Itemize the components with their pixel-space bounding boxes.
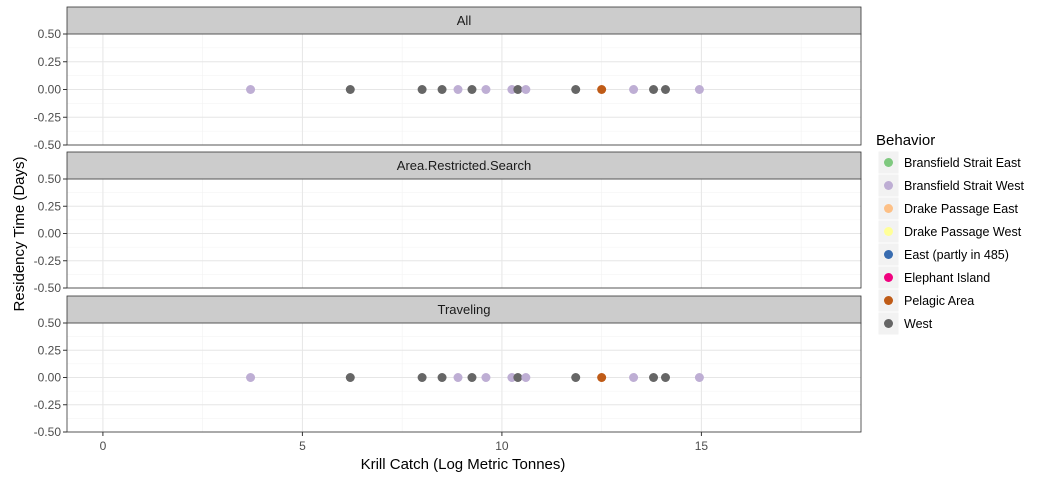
data-point (521, 373, 531, 382)
legend-label: Drake Passage West (904, 225, 1022, 239)
y-tick-label: -0.50 (34, 138, 62, 152)
legend-label: East (partly in 485) (904, 248, 1009, 262)
y-tick-label: 0.25 (38, 199, 62, 213)
legend-label: West (904, 317, 933, 331)
data-point (246, 85, 256, 94)
facet-strip-label: Area.Restricted.Search (397, 158, 531, 173)
y-tick-label: -0.25 (34, 110, 62, 124)
data-point (597, 373, 607, 382)
facet-strip (66, 295, 862, 324)
legend-entry: West (877, 311, 933, 336)
facet-strip-label: All (457, 13, 472, 28)
facet-panel: All 0.50 0.25 0.00 -0.25 -0.50 (34, 6, 862, 152)
legend-key-marker (884, 250, 893, 259)
panel-border (66, 178, 862, 289)
facet-panel: Area.Restricted.Search 0.50 0.25 0.00 -0.25 -… (34, 151, 862, 295)
data-point (417, 373, 427, 382)
x-axis-title: Krill Catch (Log Metric Tonnes) (361, 456, 566, 473)
data-point (246, 373, 256, 382)
data-point (345, 373, 355, 382)
data-point (467, 373, 477, 382)
data-point (437, 85, 447, 94)
data-point (597, 85, 607, 94)
legend-key-marker (884, 227, 893, 236)
y-tick-label: 0.25 (38, 55, 62, 69)
legend-entry: Drake Passage West (877, 219, 1022, 244)
legend-label: Pelagic Area (904, 294, 974, 308)
panel-border (66, 322, 862, 433)
legend-key-marker (884, 158, 893, 167)
data-point (629, 85, 639, 94)
legend-key-marker (884, 181, 893, 190)
data-point (660, 373, 670, 382)
y-tick-label: 0.00 (38, 371, 62, 385)
legend-label: Bransfield Strait West (904, 179, 1024, 193)
y-tick-label: -0.25 (34, 254, 62, 268)
data-point (694, 85, 704, 94)
legend-key-marker (884, 204, 893, 213)
x-tick-label: 10 (495, 439, 509, 453)
y-axis-title: Residency Time (Days) (11, 156, 28, 311)
y-tick-label: -0.50 (34, 281, 62, 295)
data-point (571, 373, 581, 382)
data-point (694, 373, 704, 382)
data-point (467, 85, 477, 94)
legend-label: Bransfield Strait East (904, 156, 1021, 170)
y-tick-label: -0.50 (34, 425, 62, 439)
legend-title: Behavior (876, 132, 935, 149)
legend-key-marker (884, 296, 893, 305)
legend-entry: Elephant Island (877, 265, 990, 290)
data-point (481, 85, 491, 94)
legend-entry: Pelagic Area (877, 288, 974, 313)
data-point (513, 373, 523, 382)
data-point (649, 373, 659, 382)
data-point (513, 85, 523, 94)
y-tick-label: 0.50 (38, 172, 62, 186)
panel-border (66, 33, 862, 146)
x-axis: 0 5 10 15 (100, 432, 709, 453)
legend-entry: East (partly in 485) (877, 242, 1009, 267)
data-point (345, 85, 355, 94)
legend: Bransfield Strait East Bransfield Strait … (877, 150, 1024, 336)
legend-entry: Bransfield Strait West (877, 173, 1024, 198)
data-point (437, 373, 447, 382)
data-point (649, 85, 659, 94)
y-tick-label: 0.50 (38, 27, 62, 41)
legend-key-marker (884, 319, 893, 328)
y-tick-label: 0.00 (38, 83, 62, 97)
legend-label: Drake Passage East (904, 202, 1018, 216)
legend-entry: Bransfield Strait East (877, 150, 1021, 175)
facet-panels: All0.500.250.00-0.25-0.50Area.Restricted… (34, 6, 862, 439)
y-tick-label: -0.25 (34, 398, 62, 412)
x-tick-label: 0 (100, 439, 107, 453)
facet-panel: Traveling 0.50 0.25 0.00 -0.25 -0.50 (34, 295, 862, 439)
legend-entry: Drake Passage East (877, 196, 1018, 221)
x-tick-label: 5 (299, 439, 306, 453)
data-point (453, 85, 463, 94)
y-tick-label: 0.50 (38, 316, 62, 330)
data-point (417, 85, 427, 94)
data-point (660, 85, 670, 94)
data-point (453, 373, 463, 382)
data-point (571, 85, 581, 94)
facet-strip (66, 6, 862, 35)
x-tick-label: 15 (695, 439, 709, 453)
legend-label: Elephant Island (904, 271, 990, 285)
y-tick-label: 0.25 (38, 343, 62, 357)
y-tick-label: 0.00 (38, 227, 62, 241)
data-point (521, 85, 531, 94)
data-point (629, 373, 639, 382)
legend-key-marker (884, 273, 893, 282)
data-point (481, 373, 491, 382)
facet-strip-label: Traveling (438, 302, 491, 317)
